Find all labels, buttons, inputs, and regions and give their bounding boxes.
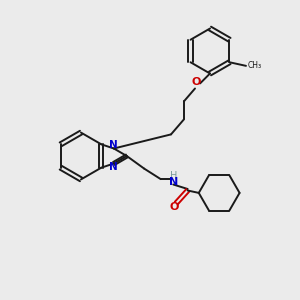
Text: H: H [169, 171, 177, 181]
Text: N: N [169, 176, 178, 187]
Text: N: N [110, 140, 118, 150]
Text: N: N [110, 162, 118, 172]
Text: O: O [192, 77, 201, 87]
Text: O: O [169, 202, 178, 212]
Text: CH₃: CH₃ [247, 61, 261, 70]
